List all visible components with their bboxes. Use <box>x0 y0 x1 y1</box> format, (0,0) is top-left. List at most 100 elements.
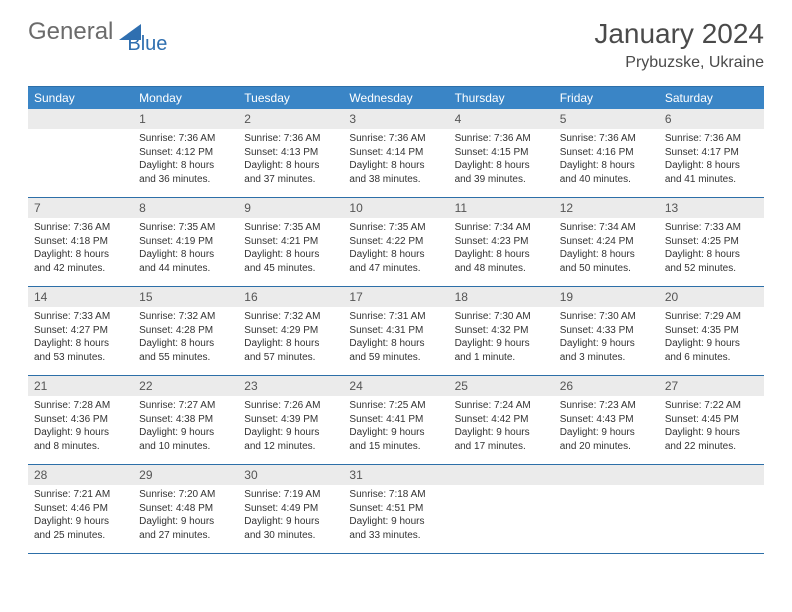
sunrise-text: Sunrise: 7:36 AM <box>139 132 232 146</box>
sunset-text: Sunset: 4:23 PM <box>455 235 548 249</box>
day-number <box>554 465 659 485</box>
daylight-text: Daylight: 8 hours and 41 minutes. <box>665 159 758 186</box>
day-content: Sunrise: 7:35 AMSunset: 4:21 PMDaylight:… <box>238 218 343 281</box>
sunset-text: Sunset: 4:17 PM <box>665 146 758 160</box>
daylight-text: Daylight: 8 hours and 38 minutes. <box>349 159 442 186</box>
daylight-text: Daylight: 9 hours and 12 minutes. <box>244 426 337 453</box>
day-cell: 7Sunrise: 7:36 AMSunset: 4:18 PMDaylight… <box>28 198 133 286</box>
day-content: Sunrise: 7:35 AMSunset: 4:19 PMDaylight:… <box>133 218 238 281</box>
daylight-text: Daylight: 8 hours and 52 minutes. <box>665 248 758 275</box>
day-number: 26 <box>554 376 659 396</box>
calendar: Sunday Monday Tuesday Wednesday Thursday… <box>28 86 764 554</box>
sunrise-text: Sunrise: 7:36 AM <box>244 132 337 146</box>
sunset-text: Sunset: 4:48 PM <box>139 502 232 516</box>
day-number <box>659 465 764 485</box>
daylight-text: Daylight: 8 hours and 55 minutes. <box>139 337 232 364</box>
day-content: Sunrise: 7:30 AMSunset: 4:32 PMDaylight:… <box>449 307 554 370</box>
day-cell: 25 Sunrise: 7:24 AMSunset: 4:42 PMDayligh… <box>449 376 554 464</box>
day-number: 25 <box>449 376 554 396</box>
sunrise-text: Sunrise: 7:28 AM <box>34 399 127 413</box>
day-number: 8 <box>133 198 238 218</box>
day-content: Sunrise: 7:36 AMSunset: 4:14 PMDaylight:… <box>343 129 448 192</box>
day-content: Sunrise: 7:36 AMSunset: 4:16 PMDaylight:… <box>554 129 659 192</box>
day-cell: 24Sunrise: 7:25 AMSunset: 4:41 PMDayligh… <box>343 376 448 464</box>
day-number: 21 <box>28 376 133 396</box>
sunrise-text: Sunrise: 7:25 AM <box>349 399 442 413</box>
day-content: Sunrise: 7:25 AMSunset: 4:41 PMDaylight:… <box>343 396 448 459</box>
daylight-text: Daylight: 9 hours and 8 minutes. <box>34 426 127 453</box>
sunset-text: Sunset: 4:13 PM <box>244 146 337 160</box>
daylight-text: Daylight: 8 hours and 40 minutes. <box>560 159 653 186</box>
day-content: Sunrise: 7:21 AMSunset: 4:46 PMDaylight:… <box>28 485 133 548</box>
day-number: 14 <box>28 287 133 307</box>
day-cell: 16Sunrise: 7:32 AMSunset: 4:29 PMDayligh… <box>238 287 343 375</box>
day-number: 1 <box>133 109 238 129</box>
sunset-text: Sunset: 4:32 PM <box>455 324 548 338</box>
day-number: 18 <box>449 287 554 307</box>
week-row: 14Sunrise: 7:33 AMSunset: 4:27 PMDayligh… <box>28 287 764 376</box>
sunrise-text: Sunrise: 7:31 AM <box>349 310 442 324</box>
daylight-text: Daylight: 9 hours and 10 minutes. <box>139 426 232 453</box>
day-content: Sunrise: 7:33 AMSunset: 4:27 PMDaylight:… <box>28 307 133 370</box>
sunrise-text: Sunrise: 7:22 AM <box>665 399 758 413</box>
sunset-text: Sunset: 4:38 PM <box>139 413 232 427</box>
daylight-text: Daylight: 9 hours and 30 minutes. <box>244 515 337 542</box>
sunset-text: Sunset: 4:41 PM <box>349 413 442 427</box>
weekday-header: Friday <box>554 87 659 109</box>
day-cell: 17Sunrise: 7:31 AMSunset: 4:31 PMDayligh… <box>343 287 448 375</box>
day-content: Sunrise: 7:20 AMSunset: 4:48 PMDaylight:… <box>133 485 238 548</box>
sunset-text: Sunset: 4:42 PM <box>455 413 548 427</box>
day-cell: 22Sunrise: 7:27 AMSunset: 4:38 PMDayligh… <box>133 376 238 464</box>
sunrise-text: Sunrise: 7:35 AM <box>139 221 232 235</box>
sunrise-text: Sunrise: 7:24 AM <box>455 399 548 413</box>
daylight-text: Daylight: 8 hours and 50 minutes. <box>560 248 653 275</box>
day-cell: 6Sunrise: 7:36 AMSunset: 4:17 PMDaylight… <box>659 109 764 197</box>
day-number: 19 <box>554 287 659 307</box>
day-cell: 4Sunrise: 7:36 AMSunset: 4:15 PMDaylight… <box>449 109 554 197</box>
day-number: 24 <box>343 376 448 396</box>
daylight-text: Daylight: 9 hours and 17 minutes. <box>455 426 548 453</box>
day-cell: 15Sunrise: 7:32 AMSunset: 4:28 PMDayligh… <box>133 287 238 375</box>
sunrise-text: Sunrise: 7:32 AM <box>244 310 337 324</box>
sunrise-text: Sunrise: 7:35 AM <box>349 221 442 235</box>
day-number: 16 <box>238 287 343 307</box>
sunrise-text: Sunrise: 7:30 AM <box>455 310 548 324</box>
daylight-text: Daylight: 8 hours and 57 minutes. <box>244 337 337 364</box>
day-cell: 19Sunrise: 7:30 AMSunset: 4:33 PMDayligh… <box>554 287 659 375</box>
sunrise-text: Sunrise: 7:33 AM <box>665 221 758 235</box>
day-number: 7 <box>28 198 133 218</box>
day-number: 30 <box>238 465 343 485</box>
sunrise-text: Sunrise: 7:20 AM <box>139 488 232 502</box>
day-cell: 3Sunrise: 7:36 AMSunset: 4:14 PMDaylight… <box>343 109 448 197</box>
day-cell: 27Sunrise: 7:22 AMSunset: 4:45 PMDayligh… <box>659 376 764 464</box>
weekday-header: Monday <box>133 87 238 109</box>
day-content: Sunrise: 7:23 AMSunset: 4:43 PMDaylight:… <box>554 396 659 459</box>
day-number: 17 <box>343 287 448 307</box>
sunset-text: Sunset: 4:12 PM <box>139 146 232 160</box>
sunset-text: Sunset: 4:51 PM <box>349 502 442 516</box>
week-row: 1Sunrise: 7:36 AMSunset: 4:12 PMDaylight… <box>28 109 764 198</box>
daylight-text: Daylight: 8 hours and 37 minutes. <box>244 159 337 186</box>
weekday-header: Sunday <box>28 87 133 109</box>
daylight-text: Daylight: 9 hours and 33 minutes. <box>349 515 442 542</box>
day-cell: 9Sunrise: 7:35 AMSunset: 4:21 PMDaylight… <box>238 198 343 286</box>
day-number: 3 <box>343 109 448 129</box>
sunset-text: Sunset: 4:22 PM <box>349 235 442 249</box>
day-content: Sunrise: 7:36 AMSunset: 4:17 PMDaylight:… <box>659 129 764 192</box>
sunrise-text: Sunrise: 7:35 AM <box>244 221 337 235</box>
day-number: 29 <box>133 465 238 485</box>
day-content: Sunrise: 7:36 AMSunset: 4:13 PMDaylight:… <box>238 129 343 192</box>
sunset-text: Sunset: 4:18 PM <box>34 235 127 249</box>
day-number: 5 <box>554 109 659 129</box>
day-number <box>449 465 554 485</box>
day-cell: 13Sunrise: 7:33 AMSunset: 4:25 PMDayligh… <box>659 198 764 286</box>
sunrise-text: Sunrise: 7:34 AM <box>455 221 548 235</box>
sunrise-text: Sunrise: 7:27 AM <box>139 399 232 413</box>
day-content: Sunrise: 7:28 AMSunset: 4:36 PMDaylight:… <box>28 396 133 459</box>
day-number: 6 <box>659 109 764 129</box>
day-number: 15 <box>133 287 238 307</box>
day-number: 9 <box>238 198 343 218</box>
day-cell: 12Sunrise: 7:34 AMSunset: 4:24 PMDayligh… <box>554 198 659 286</box>
sunset-text: Sunset: 4:36 PM <box>34 413 127 427</box>
day-cell <box>28 109 133 197</box>
